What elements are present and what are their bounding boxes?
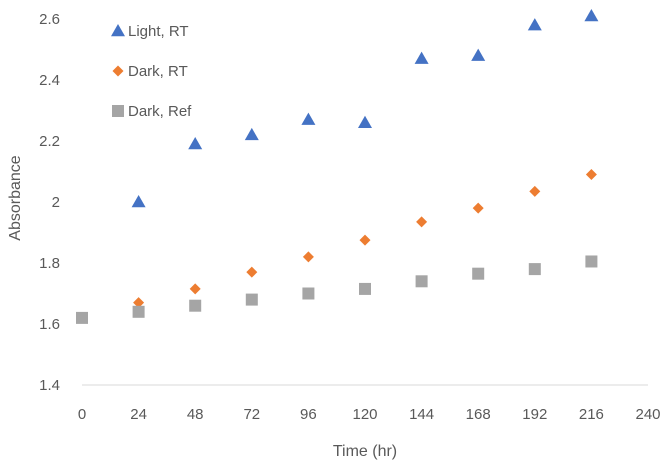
x-tick-label: 192 bbox=[522, 406, 547, 423]
data-point-dark-ref bbox=[132, 305, 145, 318]
y-tick-label: 2.2 bbox=[39, 133, 60, 150]
y-tick-label: 2.6 bbox=[39, 11, 60, 28]
x-tick-label: 96 bbox=[300, 406, 317, 423]
data-point-dark-ref bbox=[245, 293, 258, 306]
data-point-dark-rt bbox=[246, 266, 258, 278]
y-axis-title: Absorbance bbox=[7, 155, 24, 240]
y-tick-labels: 1.4 1.6 1.8 2 2.2 2.4 2.6 bbox=[39, 11, 60, 394]
legend-marker-light-rt bbox=[111, 24, 125, 37]
data-point-dark-ref bbox=[76, 311, 88, 324]
data-point-dark-ref bbox=[359, 282, 371, 295]
legend-label-dark-rt: Dark, RT bbox=[128, 63, 188, 80]
data-points bbox=[76, 8, 599, 324]
y-tick-label: 2 bbox=[52, 194, 60, 211]
data-point-light-rt bbox=[131, 195, 146, 208]
data-point-dark-rt bbox=[302, 251, 314, 263]
x-tick-label: 168 bbox=[466, 406, 491, 423]
x-tick-label: 0 bbox=[78, 406, 86, 423]
x-axis-title: Time (hr) bbox=[333, 443, 397, 460]
data-point-dark-ref bbox=[415, 275, 428, 288]
x-tick-label: 120 bbox=[352, 406, 377, 423]
legend-marker-dark-rt bbox=[112, 65, 124, 77]
data-point-dark-rt bbox=[529, 185, 541, 197]
data-point-dark-ref bbox=[528, 263, 541, 276]
x-tick-labels: 0 24 48 72 96 120 144 168 192 216 240 bbox=[78, 406, 661, 423]
y-tick-label: 2.4 bbox=[39, 72, 60, 89]
data-point-dark-rt bbox=[585, 169, 597, 181]
data-point-light-rt bbox=[527, 18, 542, 31]
y-tick-label: 1.8 bbox=[39, 255, 60, 272]
data-point-dark-ref bbox=[585, 255, 598, 268]
data-point-dark-ref bbox=[472, 267, 485, 280]
x-tick-label: 24 bbox=[130, 406, 147, 423]
data-point-dark-rt bbox=[359, 234, 371, 246]
x-tick-label: 216 bbox=[579, 406, 604, 423]
legend-marker-dark-ref bbox=[112, 105, 124, 117]
data-point-light-rt bbox=[358, 115, 372, 128]
data-point-light-rt bbox=[584, 8, 599, 22]
y-tick-label: 1.4 bbox=[39, 377, 60, 394]
data-point-light-rt bbox=[301, 112, 316, 125]
legend-label-light-rt: Light, RT bbox=[128, 23, 189, 40]
data-point-dark-ref bbox=[189, 299, 202, 312]
legend: Light, RT Dark, RT Dark, Ref bbox=[111, 23, 192, 120]
data-point-light-rt bbox=[471, 48, 486, 61]
y-tick-label: 1.6 bbox=[39, 316, 60, 333]
x-tick-label: 48 bbox=[187, 406, 204, 423]
data-point-dark-rt bbox=[133, 297, 145, 309]
data-point-light-rt bbox=[244, 127, 259, 141]
data-point-dark-ref bbox=[302, 287, 315, 300]
data-point-light-rt bbox=[188, 137, 203, 150]
data-point-dark-rt bbox=[416, 216, 428, 228]
data-point-dark-rt bbox=[189, 283, 201, 295]
legend-label-dark-ref: Dark, Ref bbox=[128, 103, 192, 120]
data-point-light-rt bbox=[414, 51, 429, 64]
x-tick-label: 240 bbox=[635, 406, 660, 423]
data-point-dark-rt bbox=[472, 202, 484, 214]
x-tick-label: 144 bbox=[409, 406, 434, 423]
x-tick-label: 72 bbox=[243, 406, 260, 423]
